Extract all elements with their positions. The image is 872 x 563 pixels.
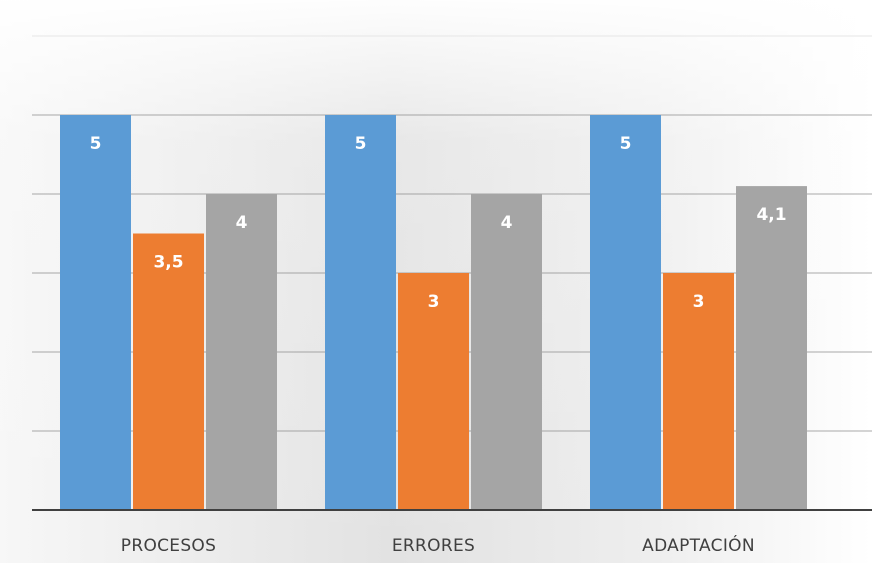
data-label: 3,5 xyxy=(153,253,183,273)
category-labels: PROCESOS ERRORES ADAPTACIÓN xyxy=(121,534,755,556)
data-label: 3 xyxy=(428,292,440,312)
x-tick-label: ERRORES xyxy=(392,536,475,556)
data-label: 3 xyxy=(693,292,705,312)
data-labels: 5 3,5 4 5 3 4 5 3 4,1 xyxy=(90,134,787,312)
bar-errores-1 xyxy=(325,115,396,510)
bar-procesos-3 xyxy=(206,194,277,510)
data-label: 5 xyxy=(355,134,367,154)
bar-adaptación-1 xyxy=(590,115,661,510)
bar-adaptación-2 xyxy=(663,273,734,510)
data-label: 4 xyxy=(236,213,248,233)
bar-procesos-1 xyxy=(60,115,131,510)
data-label: 5 xyxy=(90,134,102,154)
bar-procesos-2 xyxy=(133,233,204,510)
x-tick-label: ADAPTACIÓN xyxy=(642,534,755,556)
data-label: 4,1 xyxy=(756,205,786,225)
data-label: 5 xyxy=(620,134,632,154)
bar-errores-3 xyxy=(471,194,542,510)
bars xyxy=(60,115,807,510)
bar-adaptación-3 xyxy=(736,186,807,510)
data-label: 4 xyxy=(501,213,513,233)
bar-errores-2 xyxy=(398,273,469,510)
x-tick-label: PROCESOS xyxy=(121,536,216,556)
